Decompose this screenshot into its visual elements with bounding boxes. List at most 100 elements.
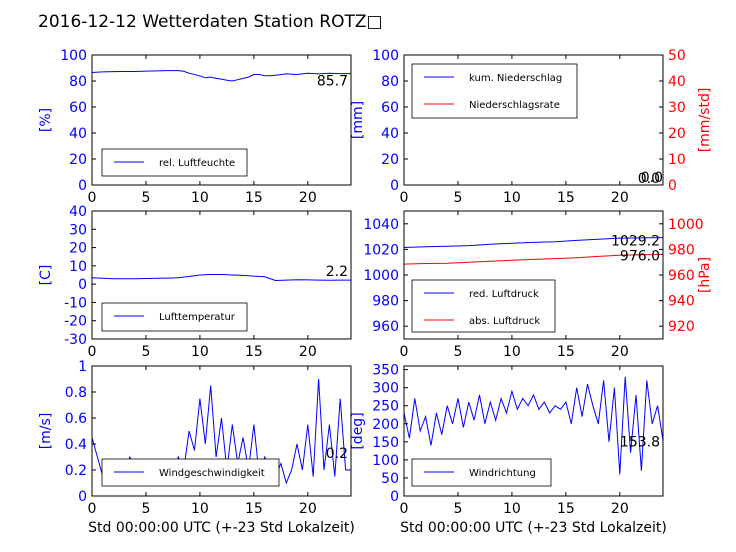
y-tick-label: 80 xyxy=(381,74,399,90)
y-right-axis-label: [hPa] xyxy=(697,257,713,293)
last-value-label: 153.8 xyxy=(620,434,660,450)
x-tick-label: 20 xyxy=(611,190,629,206)
x-tick-label: 10 xyxy=(191,501,209,517)
series-line-humidity-0 xyxy=(91,70,351,82)
last-value-label: 85.7 xyxy=(317,74,348,90)
y-tick-label: 0.4 xyxy=(65,437,87,453)
y-tick-label: 0.8 xyxy=(65,385,87,401)
legend-label: red. Luftdruck xyxy=(469,289,539,300)
panel-temperature: 0 5 10 15 20 -30 -20 -10 0 10 20 30 40 [C] Lufttempera… xyxy=(38,204,352,360)
y-tick-label: 40 xyxy=(69,204,87,220)
legend-label: Windrichtung xyxy=(469,468,536,479)
legend-label: Niederschlagsrate xyxy=(469,100,560,111)
y-right-tick-label: 0 xyxy=(668,178,677,194)
y-tick-label: 20 xyxy=(381,152,399,168)
panel-humidity: 0 5 10 15 20 0 20 40 60 80 100 [%] rel. Luftfeuchte 8… xyxy=(38,48,352,206)
y-right-tick-label: 30 xyxy=(668,100,686,116)
y-tick-label: 150 xyxy=(372,435,399,451)
x-tick-label: 15 xyxy=(245,190,263,206)
series-line-pressure-1 xyxy=(403,254,664,265)
y-tick-label: 60 xyxy=(381,100,399,116)
y-tick-label: 20 xyxy=(69,241,87,257)
y-tick-label: 1040 xyxy=(363,217,399,233)
legend-box xyxy=(411,63,578,119)
y-tick-label: 40 xyxy=(381,126,399,142)
y-tick-label: 100 xyxy=(372,453,399,469)
y-tick-label: -10 xyxy=(64,295,87,311)
y-tick-label: 100 xyxy=(372,48,399,64)
y-axis-label: [mm] xyxy=(350,101,366,139)
x-tick-label: 20 xyxy=(299,190,317,206)
x-tick-label: 15 xyxy=(245,501,263,517)
y-right-tick-label: 40 xyxy=(668,74,686,90)
y-tick-label: 980 xyxy=(372,294,399,310)
x-tick-label: 10 xyxy=(503,190,521,206)
y-right-tick-label: 1000 xyxy=(668,217,704,233)
x-tick-label: 20 xyxy=(611,344,629,360)
y-tick-label: 1 xyxy=(78,359,87,375)
last-value-label-right: 0.0 xyxy=(641,170,663,186)
y-tick-label: 1000 xyxy=(363,268,399,284)
last-value-label-right: 976.0 xyxy=(620,249,660,265)
axes-frame xyxy=(403,365,664,497)
x-tick-label: 20 xyxy=(299,344,317,360)
y-right-tick-label: 50 xyxy=(668,48,686,64)
legend-box xyxy=(411,279,556,333)
x-tick-label: 5 xyxy=(453,501,462,517)
last-value-label: 0.2 xyxy=(326,446,348,462)
y-right-tick-label: 920 xyxy=(668,319,695,335)
x-tick-label: 5 xyxy=(453,344,462,360)
y-tick-label: -20 xyxy=(64,314,87,330)
y-axis-label: [%] xyxy=(38,108,54,132)
y-tick-label: 50 xyxy=(381,471,399,487)
y-tick-label: 60 xyxy=(69,100,87,116)
x-tick-label: 0 xyxy=(400,344,409,360)
last-value-label: 1029.2 xyxy=(611,234,660,250)
y-tick-label: 0.2 xyxy=(65,463,87,479)
y-tick-label: 10 xyxy=(69,259,87,275)
x-tick-label: 20 xyxy=(611,501,629,517)
y-tick-label: 0.6 xyxy=(65,411,87,427)
axes-frame xyxy=(91,365,352,497)
last-value-label: 2.2 xyxy=(326,264,348,280)
legend-box xyxy=(101,302,248,332)
axes-frame xyxy=(91,54,352,186)
x-tick-label: 5 xyxy=(141,501,150,517)
y-tick-label: 100 xyxy=(60,48,87,64)
y-tick-label: 1020 xyxy=(363,242,399,258)
y-right-tick-label: 980 xyxy=(668,242,695,258)
y-axis-label: [deg] xyxy=(350,412,366,449)
y-right-tick-label: 10 xyxy=(668,152,686,168)
x-tick-label: 5 xyxy=(453,190,462,206)
y-right-axis-label: [mm/std] xyxy=(697,88,713,153)
legend-label: rel. Luftfeuchte xyxy=(159,158,235,169)
y-tick-label: 40 xyxy=(69,126,87,142)
legend-label: abs. Luftdruck xyxy=(469,316,540,327)
series-line-pressure-0 xyxy=(403,237,664,248)
y-right-tick-label: 960 xyxy=(668,268,695,284)
x-tick-label: 15 xyxy=(245,344,263,360)
series-line-temperature-0 xyxy=(91,274,351,282)
x-tick-label: 15 xyxy=(557,190,575,206)
x-tick-label: 5 xyxy=(141,344,150,360)
y-tick-label: -30 xyxy=(64,332,87,348)
y-tick-label: 30 xyxy=(69,222,87,238)
x-tick-label: 10 xyxy=(503,344,521,360)
y-tick-label: 200 xyxy=(372,417,399,433)
x-tick-label: 15 xyxy=(557,344,575,360)
x-axis-label: Std 00:00:00 UTC (+-23 Std Lokalzeit) xyxy=(88,520,355,536)
x-tick-label: 5 xyxy=(141,190,150,206)
x-axis-label: Std 00:00:00 UTC (+-23 Std Lokalzeit) xyxy=(400,520,667,536)
x-tick-label: 10 xyxy=(503,501,521,517)
y-tick-label: 20 xyxy=(69,152,87,168)
x-tick-label: 10 xyxy=(191,190,209,206)
y-tick-label: 0 xyxy=(78,178,87,194)
x-tick-label: 0 xyxy=(88,344,97,360)
x-tick-label: 20 xyxy=(299,501,317,517)
legend-label: kum. Niederschlag xyxy=(469,73,562,84)
y-tick-label: 250 xyxy=(372,399,399,415)
y-axis-label: [C] xyxy=(38,265,54,286)
y-tick-label: 80 xyxy=(69,74,87,90)
figure-title: 2016-12-12 Wetterdaten Station ROTZ□ xyxy=(38,12,383,32)
